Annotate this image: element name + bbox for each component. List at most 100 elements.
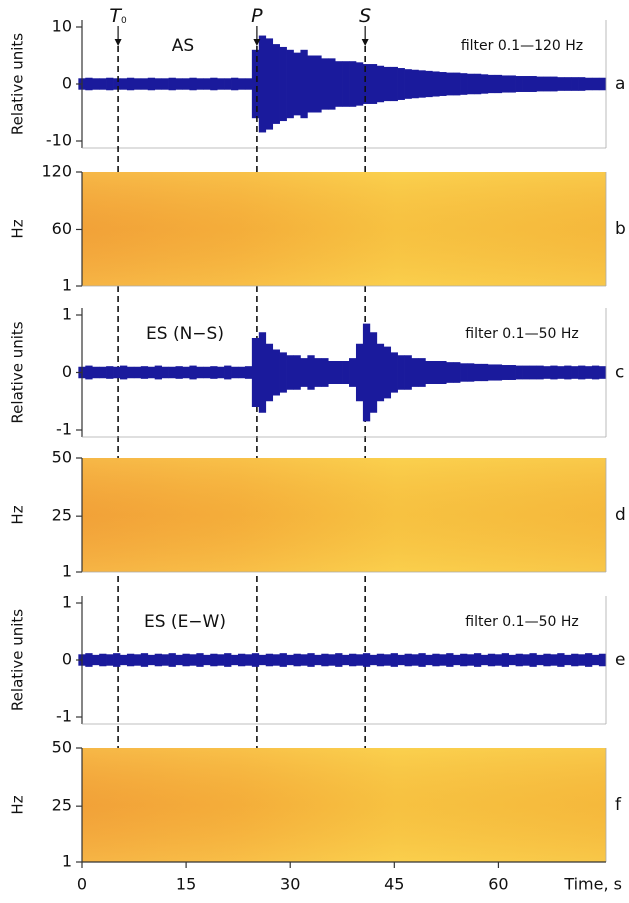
waveform-envelope [300, 358, 308, 387]
waveform-envelope [106, 366, 114, 379]
waveform-envelope [92, 654, 100, 666]
waveform-envelope [543, 653, 551, 667]
waveform-envelope [404, 69, 412, 99]
waveform-envelope [182, 366, 190, 379]
waveform-envelope [571, 77, 579, 91]
waveform-envelope [342, 361, 350, 384]
y-tick-label: 0 [62, 74, 72, 93]
waveform-envelope [168, 653, 176, 667]
y-tick-label: -1 [56, 420, 72, 439]
waveform-envelope [265, 343, 274, 402]
source-label: ES (E−W) [144, 612, 226, 632]
waveform-envelope [543, 366, 551, 379]
waveform-envelope [598, 77, 607, 91]
waveform-envelope [508, 365, 516, 380]
waveform-envelope [140, 366, 149, 379]
y-axis-label: Relative units [9, 609, 27, 711]
waveform-envelope [376, 343, 385, 402]
waveform-envelope [210, 366, 218, 379]
waveform-envelope [404, 653, 412, 667]
waveform-envelope [203, 654, 211, 666]
waveform-envelope [258, 332, 267, 413]
y-tick-label: 50 [52, 448, 72, 467]
waveform-envelope [244, 366, 253, 379]
waveform-envelope [272, 654, 280, 666]
waveform-envelope [432, 653, 440, 667]
x-axis-label: Time, s [563, 875, 622, 894]
waveform-envelope [237, 78, 246, 90]
marker-arrowhead [253, 39, 261, 46]
y-axis-label: Relative units [9, 321, 27, 423]
waveform-envelope [418, 358, 426, 387]
waveform-envelope [272, 44, 280, 124]
waveform-envelope [453, 362, 461, 383]
waveform-envelope [85, 653, 93, 667]
waveform-envelope [113, 366, 121, 379]
waveform-envelope [543, 76, 551, 92]
waveform-envelope [591, 77, 600, 91]
waveform-envelope [154, 653, 162, 667]
marker-symbol: P [251, 5, 263, 27]
waveform-envelope [578, 654, 586, 666]
waveform-envelope [335, 61, 343, 107]
marker-symbol: S [359, 5, 371, 27]
waveform-envelope [251, 338, 260, 407]
waveform-envelope [529, 76, 537, 92]
waveform-envelope [342, 61, 350, 107]
waveform-envelope [196, 653, 204, 667]
waveform-envelope [161, 654, 169, 666]
waveform-envelope [196, 366, 204, 379]
x-tick-label: 60 [488, 875, 508, 894]
waveform-envelope [244, 78, 253, 90]
waveform-envelope [383, 346, 392, 399]
waveform-envelope [529, 365, 537, 380]
y-tick-label: 50 [52, 738, 72, 757]
waveform-envelope [293, 52, 301, 116]
waveform-envelope [473, 73, 482, 95]
waveform-envelope [439, 361, 447, 384]
waveform-envelope [217, 654, 225, 666]
waveform-envelope [369, 64, 378, 104]
waveform-envelope [480, 363, 489, 382]
waveform-envelope [85, 77, 93, 91]
y-axis-label: Hz [9, 795, 27, 814]
waveform-envelope [571, 653, 579, 667]
y-tick-label: 1 [62, 562, 72, 581]
spectrogram-shade [82, 458, 606, 572]
marker-label: S [359, 5, 371, 27]
filter-label: filter 0.1—50 Hz [465, 326, 578, 342]
waveform-envelope [251, 49, 260, 119]
waveform-envelope [113, 78, 121, 90]
waveform-envelope [591, 654, 600, 666]
waveform-envelope [487, 364, 496, 381]
source-label: AS [172, 36, 194, 56]
waveform-envelope [564, 654, 572, 666]
waveform-envelope [369, 332, 378, 413]
waveform-envelope [321, 358, 329, 387]
waveform-envelope [231, 77, 239, 91]
panel-label: a [615, 74, 625, 94]
waveform-envelope [168, 77, 176, 91]
waveform-envelope [328, 361, 336, 384]
waveform-envelope [515, 76, 523, 92]
waveform-envelope [224, 78, 232, 90]
waveform-envelope [432, 361, 440, 384]
waveform-envelope [147, 654, 156, 666]
waveform-envelope [210, 77, 218, 91]
waveform-envelope [376, 65, 385, 103]
waveform-envelope [328, 654, 336, 666]
waveform-envelope [217, 78, 225, 90]
waveform-envelope [189, 654, 197, 666]
y-tick-label: 120 [41, 162, 72, 181]
waveform-envelope [460, 73, 468, 95]
waveform-envelope [480, 74, 489, 94]
y-tick-label: 25 [52, 506, 72, 525]
y-tick-label: 10 [52, 17, 72, 36]
waveform-envelope [293, 355, 301, 390]
panel-label: e [615, 650, 625, 670]
waveform-envelope [161, 366, 169, 379]
waveform-envelope [446, 653, 454, 667]
waveform-envelope [376, 653, 385, 667]
waveform-envelope [522, 76, 530, 92]
